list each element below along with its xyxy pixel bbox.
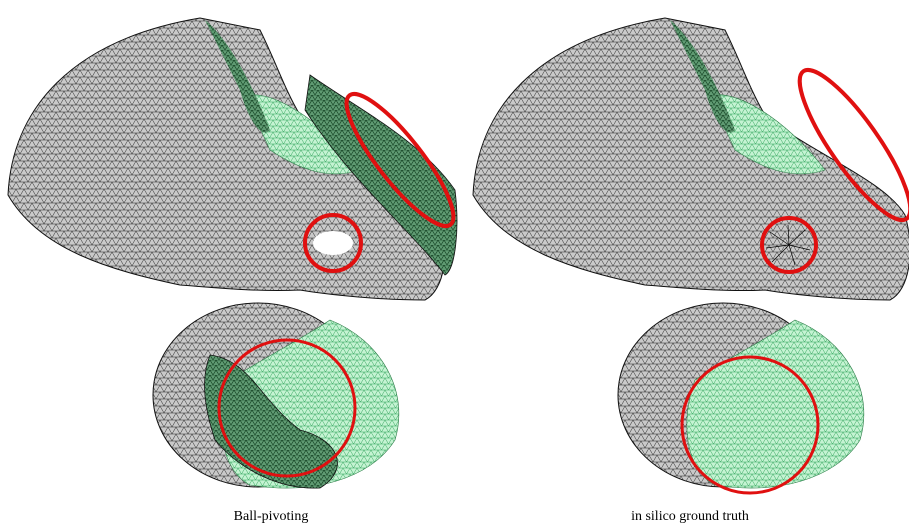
right-panel: in silico ground truth <box>473 18 909 524</box>
caption: in silico ground truth <box>631 509 749 524</box>
mesh-ground-truth <box>473 18 909 488</box>
page: Ball-pivoting in silico ground truth (()… <box>0 0 909 531</box>
hole <box>313 231 353 255</box>
left-panel: Ball-pivoting <box>8 18 468 524</box>
figure: Ball-pivoting in silico ground truth <box>0 0 909 531</box>
caption: Ball-pivoting <box>234 509 309 524</box>
